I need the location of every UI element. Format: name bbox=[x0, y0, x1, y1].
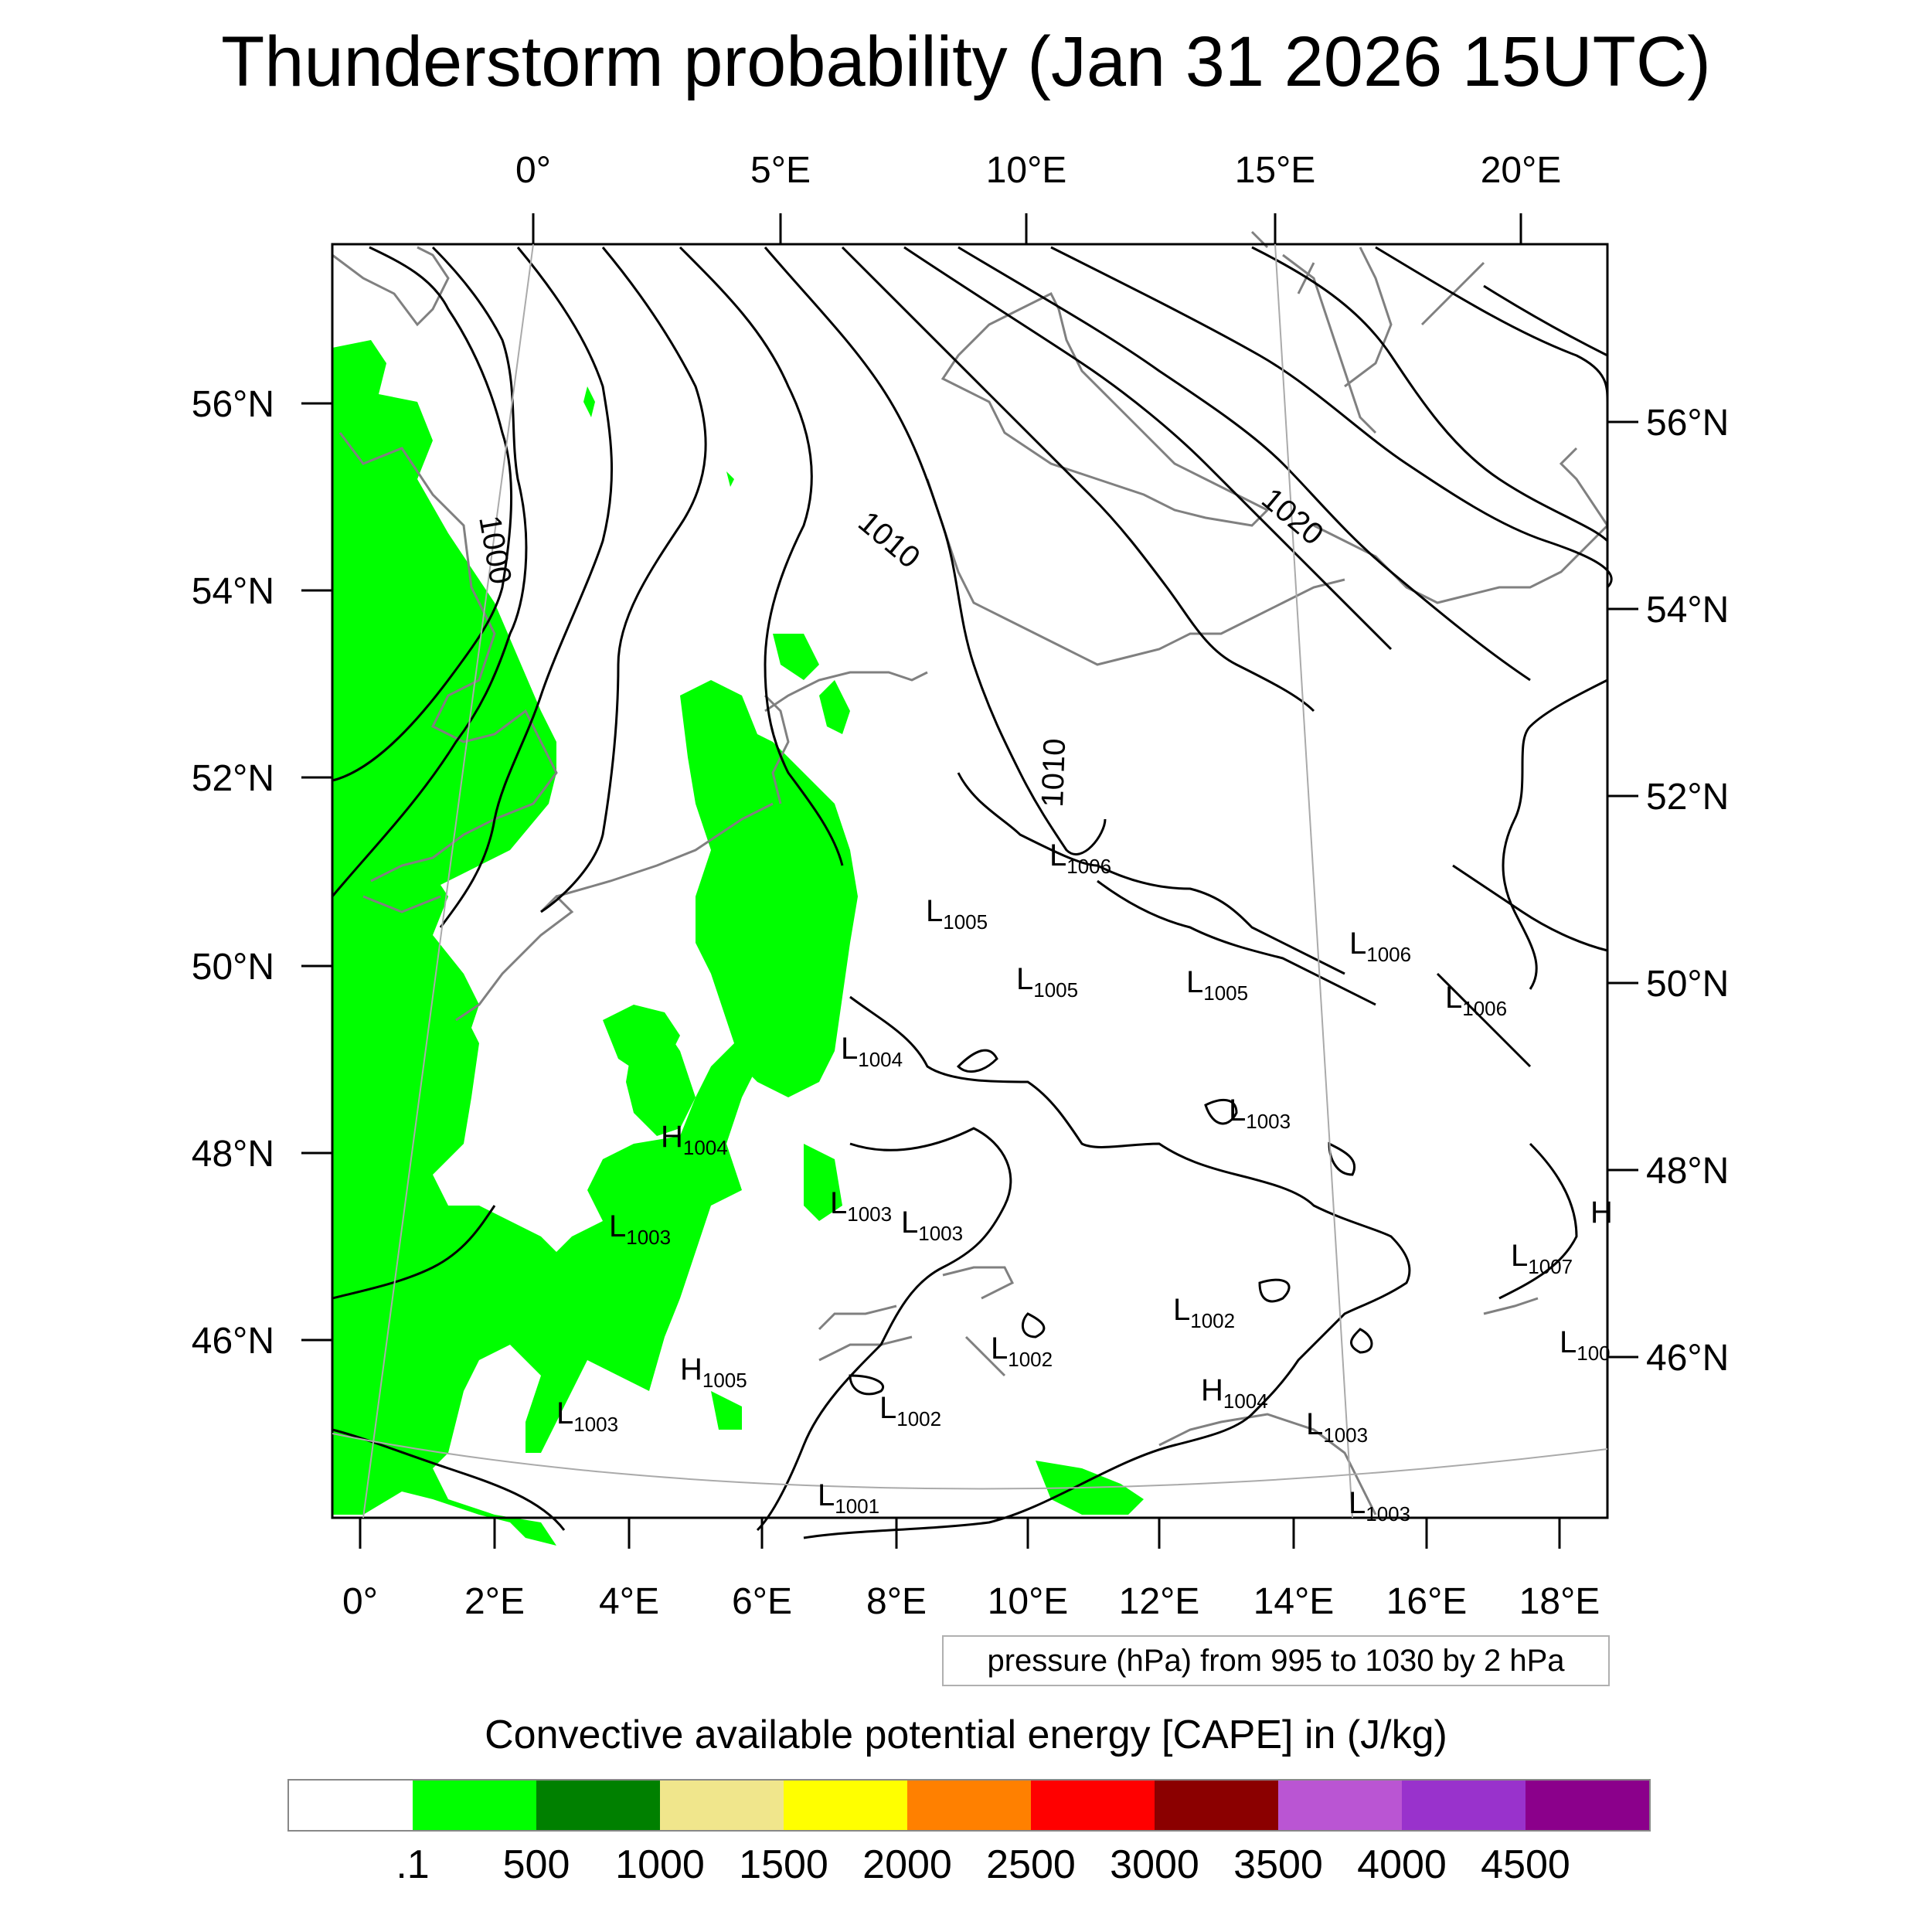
colorbar-label: 3500 bbox=[1233, 1842, 1323, 1887]
pressure-center: L1002 bbox=[879, 1391, 941, 1430]
pressure-center: L1006 bbox=[1349, 927, 1411, 966]
bottom-lon-label: 8°E bbox=[866, 1581, 927, 1622]
pressure-center: L1003 bbox=[1306, 1407, 1368, 1447]
colorbar-label: 2000 bbox=[862, 1842, 952, 1887]
right-lat-label: 46°N bbox=[1646, 1338, 1729, 1379]
left-lat-label: 46°N bbox=[192, 1321, 274, 1362]
top-lon-label: 10°E bbox=[986, 150, 1067, 191]
top-lon-label: 20°E bbox=[1481, 150, 1562, 191]
bottom-lon-label: 18°E bbox=[1519, 1581, 1600, 1622]
colorbar-segment bbox=[413, 1781, 536, 1830]
colorbar-title: Convective available potential energy [C… bbox=[485, 1713, 1447, 1757]
colorbar-label: 4000 bbox=[1357, 1842, 1447, 1887]
right-lat-label: 54°N bbox=[1646, 590, 1729, 631]
bottom-lon-label: 16°E bbox=[1386, 1581, 1468, 1622]
colorbar-segment bbox=[536, 1781, 660, 1830]
right-lat-label: 50°N bbox=[1646, 964, 1729, 1005]
tick-marks bbox=[301, 213, 1638, 1549]
left-lat-label: 56°N bbox=[192, 384, 274, 425]
pressure-center: H1005 bbox=[680, 1352, 747, 1392]
pressure-center: L1007 bbox=[1511, 1239, 1573, 1278]
pressure-center: L1005 bbox=[926, 894, 988, 934]
top-lon-labels: 0° 5°E 10°E 15°E 20°E bbox=[515, 150, 1561, 191]
right-lat-label: 48°N bbox=[1646, 1151, 1729, 1192]
pressure-center: L1005 bbox=[1186, 965, 1248, 1005]
bottom-lon-label: 14°E bbox=[1253, 1581, 1335, 1622]
colorbar-segment bbox=[1155, 1781, 1278, 1830]
pressure-center: L1003 bbox=[901, 1206, 963, 1245]
graticule bbox=[332, 243, 1608, 1519]
colorbar-label: 1000 bbox=[615, 1842, 705, 1887]
pressure-center: L1005 bbox=[1016, 962, 1078, 1002]
pressure-center: L1003 bbox=[1349, 1486, 1410, 1526]
bottom-lon-label: 4°E bbox=[599, 1581, 659, 1622]
colorbar-segment bbox=[289, 1781, 413, 1830]
isobars bbox=[331, 246, 1613, 1539]
pressure-centers: L1005 L1006 L1006 L1006 L1005 L1005 L100… bbox=[556, 838, 1613, 1526]
right-lat-labels: 56°N 54°N 52°N 50°N 48°N 46°N bbox=[1646, 403, 1729, 1379]
pressure-center: L1003 bbox=[1229, 1094, 1291, 1133]
pressure-center: H bbox=[1590, 1196, 1613, 1230]
colorbar-labels: .1 500 1000 1500 2000 2500 3000 3500 4000 4500 bbox=[0, 1842, 1932, 1896]
left-lat-label: 50°N bbox=[192, 947, 274, 988]
colorbar-segment bbox=[660, 1781, 784, 1830]
colorbar-segment bbox=[1278, 1781, 1402, 1830]
left-lat-labels: 56°N 54°N 52°N 50°N 48°N 46°N bbox=[192, 384, 274, 1362]
coastlines bbox=[332, 230, 1609, 1515]
top-lon-label: 15°E bbox=[1235, 150, 1316, 191]
colorbar-segment bbox=[1402, 1781, 1526, 1830]
pressure-center: L1006 bbox=[1049, 838, 1111, 878]
bottom-lon-labels: 0° 2°E 4°E 6°E 8°E 10°E 12°E 14°E 16°E 1… bbox=[342, 1581, 1600, 1622]
pressure-center: L100 bbox=[1560, 1325, 1611, 1365]
map-title: Thunderstorm probability (Jan 31 2026 15… bbox=[221, 22, 1711, 101]
colorbar-label: .1 bbox=[396, 1842, 430, 1887]
pressure-center: H1004 bbox=[1201, 1373, 1268, 1413]
pressure-center: L1003 bbox=[609, 1209, 671, 1249]
colorbar-label: 4500 bbox=[1481, 1842, 1570, 1887]
cape-fill-area bbox=[332, 340, 1144, 1546]
colorbar-segment bbox=[784, 1781, 907, 1830]
isobar-label: 1010 bbox=[852, 505, 926, 575]
bottom-lon-label: 10°E bbox=[988, 1581, 1069, 1622]
pressure-center: H1004 bbox=[661, 1120, 728, 1159]
colorbar-segment bbox=[907, 1781, 1031, 1830]
left-lat-label: 52°N bbox=[192, 758, 274, 799]
colorbar-label: 2500 bbox=[986, 1842, 1076, 1887]
pressure-center: L1003 bbox=[556, 1396, 618, 1436]
pressure-center: L1006 bbox=[1445, 981, 1507, 1020]
pressure-center: L1002 bbox=[991, 1332, 1053, 1371]
bottom-lon-label: 2°E bbox=[464, 1581, 525, 1622]
bottom-lon-label: 6°E bbox=[732, 1581, 792, 1622]
colorbar-label: 1500 bbox=[739, 1842, 828, 1887]
isobar-label: 1010 bbox=[1036, 738, 1072, 808]
bottom-lon-label: 0° bbox=[342, 1581, 378, 1622]
bottom-lon-label: 12°E bbox=[1119, 1581, 1200, 1622]
isobar-labels: 1000 1010 1020 1010 bbox=[472, 481, 1330, 808]
pressure-center: L1002 bbox=[1173, 1293, 1235, 1332]
pressure-center: L1004 bbox=[841, 1032, 903, 1071]
plot-frame bbox=[331, 243, 1609, 1519]
colorbar-label: 3000 bbox=[1110, 1842, 1199, 1887]
right-lat-label: 56°N bbox=[1646, 403, 1729, 444]
left-lat-label: 54°N bbox=[192, 571, 274, 612]
left-lat-label: 48°N bbox=[192, 1134, 274, 1175]
colorbar-segment bbox=[1031, 1781, 1155, 1830]
colorbar-segment bbox=[1526, 1781, 1649, 1830]
pressure-center: L1001 bbox=[818, 1478, 879, 1518]
top-lon-label: 5°E bbox=[750, 150, 811, 191]
colorbar-label: 500 bbox=[502, 1842, 570, 1887]
colorbar bbox=[287, 1779, 1651, 1832]
top-lon-label: 0° bbox=[515, 150, 551, 191]
contour-info-box: pressure (hPa) from 995 to 1030 by 2 hPa bbox=[942, 1635, 1610, 1686]
pressure-center: L1003 bbox=[830, 1186, 892, 1226]
right-lat-label: 52°N bbox=[1646, 777, 1729, 818]
